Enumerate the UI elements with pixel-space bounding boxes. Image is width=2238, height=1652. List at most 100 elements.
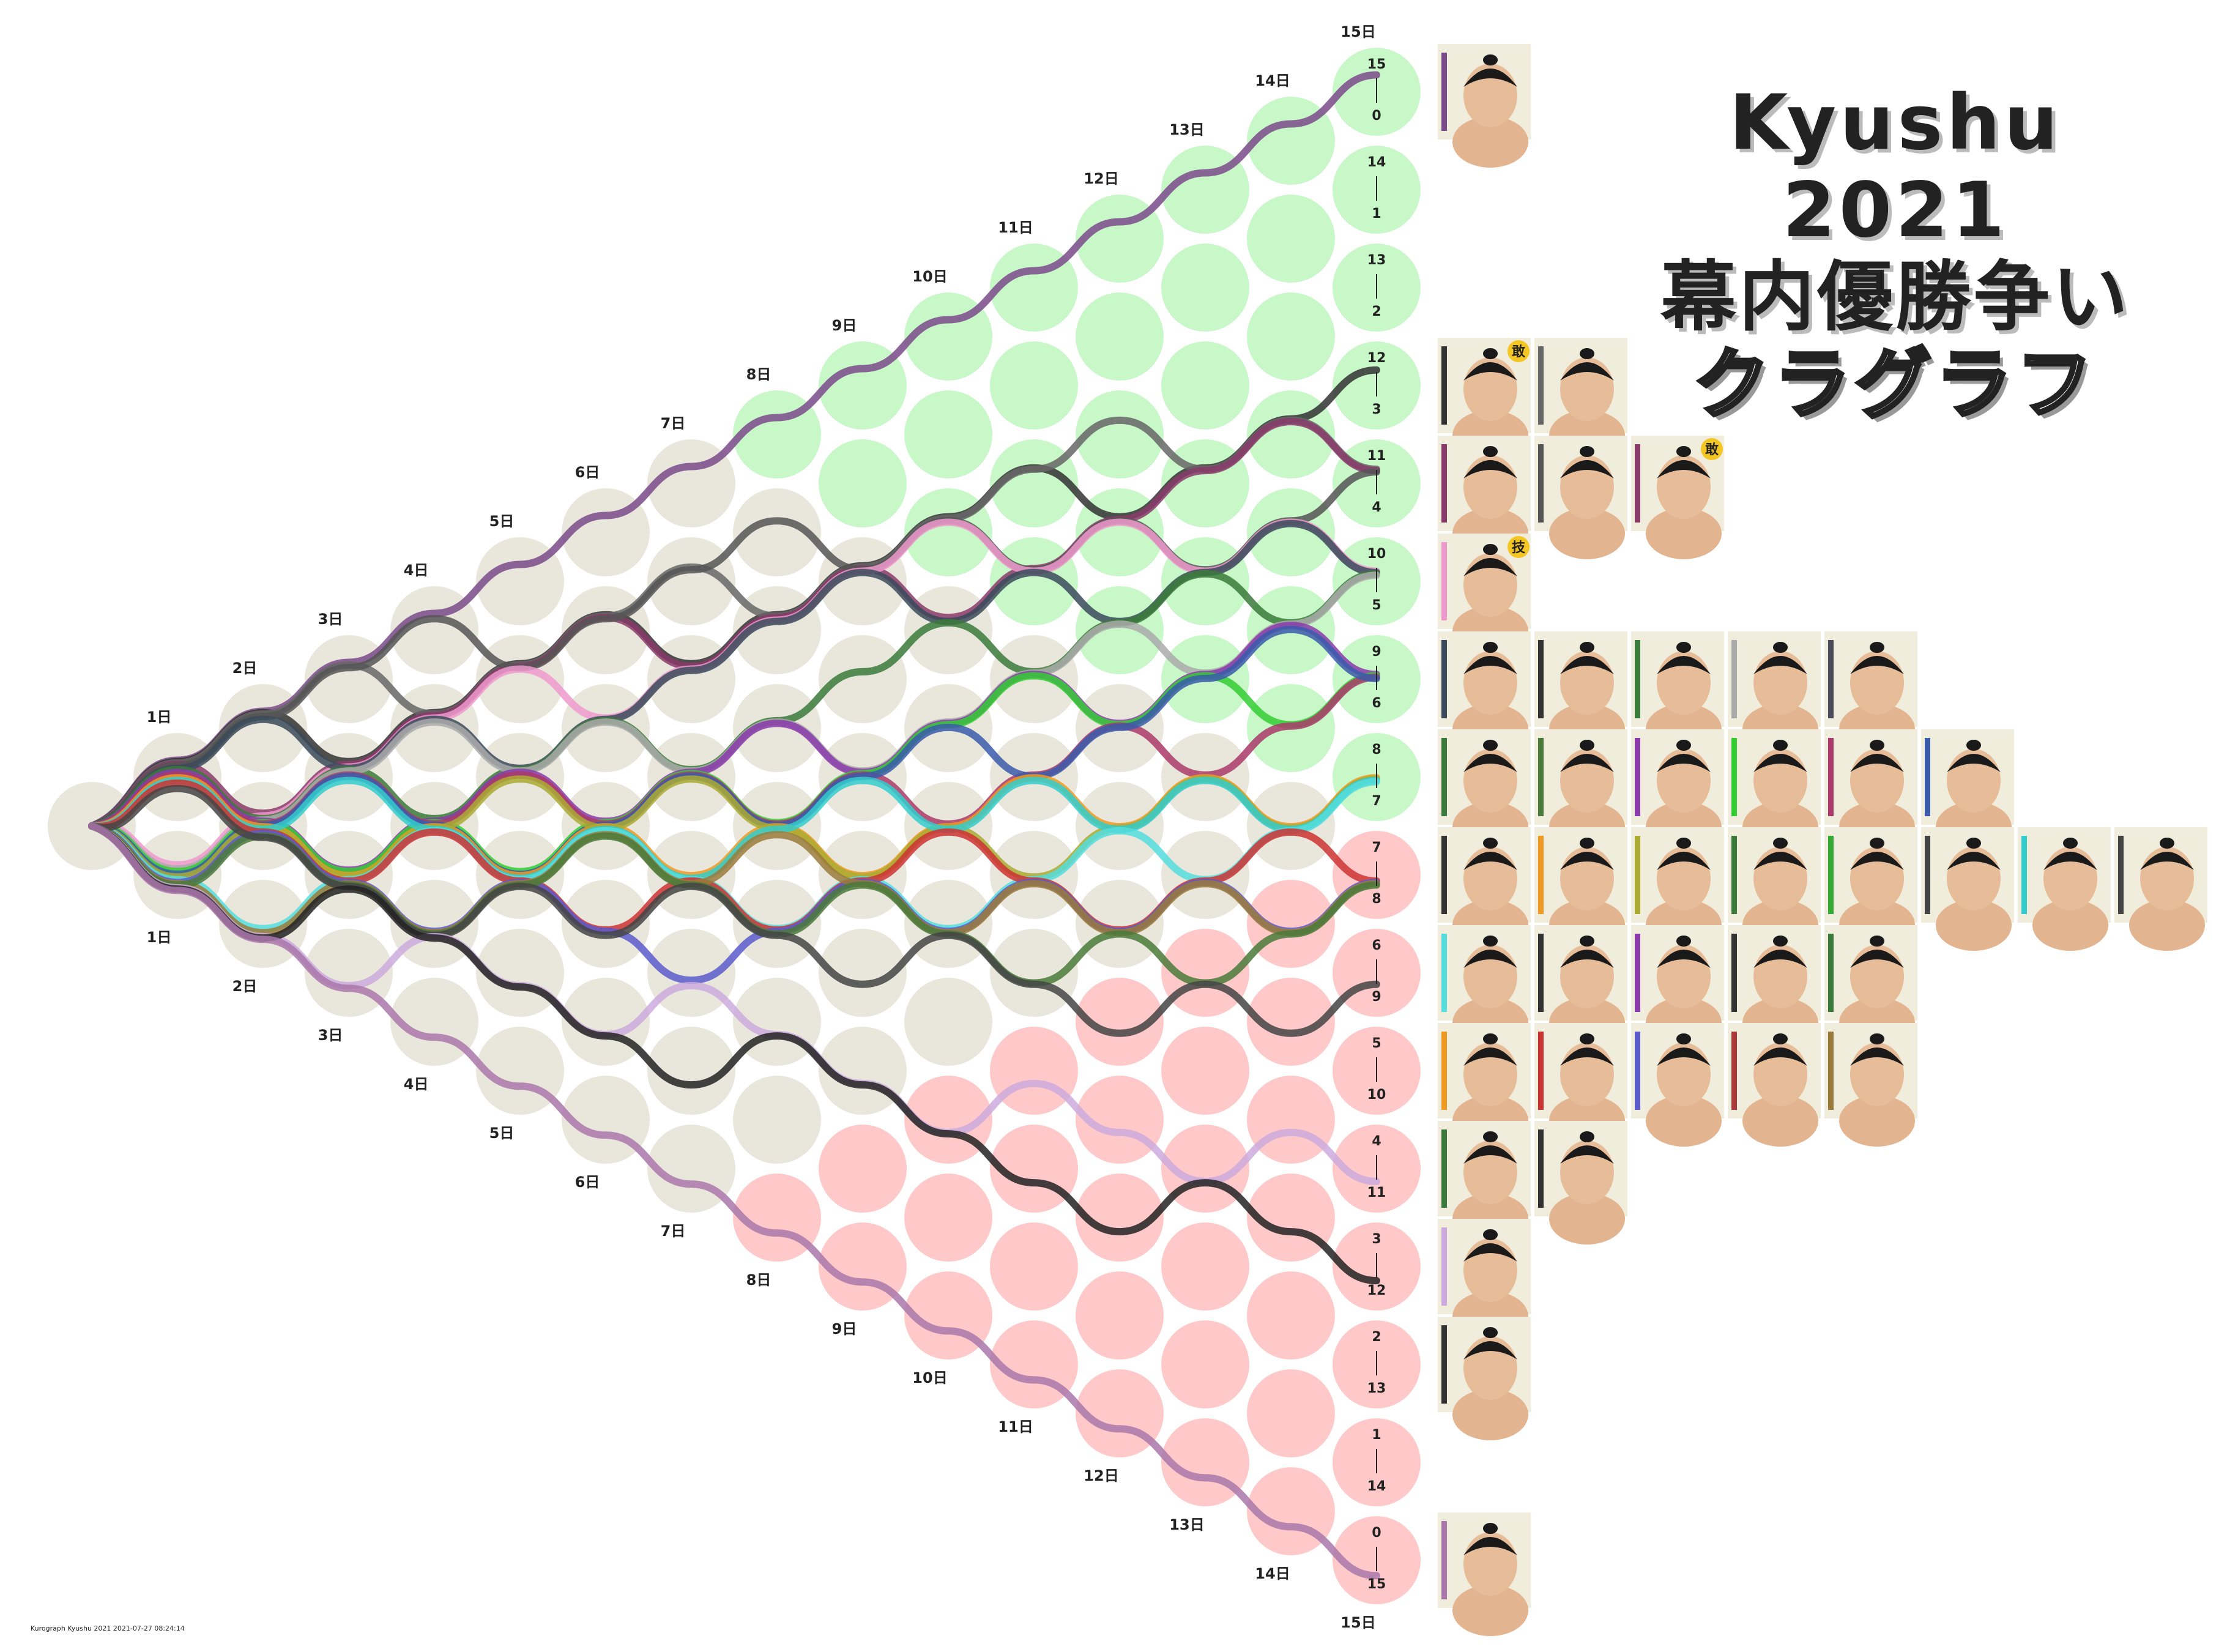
record-wins: 8: [1372, 742, 1381, 757]
rikishi-topknot: [1870, 838, 1884, 849]
rikishi-color-bar: [1441, 738, 1447, 816]
rikishi-topknot: [1483, 1523, 1498, 1534]
rikishi-hair: [1560, 1047, 1614, 1066]
rikishi-color-bar: [2118, 836, 2124, 914]
rikishi-hair: [1560, 1145, 1614, 1164]
record-losses: 12: [1367, 1283, 1386, 1298]
rikishi-color-bar: [1538, 1129, 1544, 1208]
day-label-top: 7日: [661, 415, 686, 432]
record-node: [1247, 1271, 1335, 1360]
rikishi-topknot: [1773, 936, 1788, 947]
rikishi-hair: [1850, 1047, 1904, 1066]
rikishi-color-bar: [1731, 1032, 1737, 1110]
rikishi-portrait: [1921, 729, 2014, 853]
rikishi-topknot: [1676, 838, 1691, 849]
record-node: [647, 1027, 735, 1115]
rikishi-portrait: [1534, 436, 1627, 559]
day-label-bottom: 5日: [489, 1125, 515, 1142]
record-losses: 1: [1372, 206, 1381, 221]
record-node: [1161, 929, 1249, 1017]
day-label-top: 9日: [832, 317, 857, 334]
rikishi-color-bar: [1635, 934, 1640, 1012]
rikishi-hair: [1560, 754, 1614, 772]
rikishi-color-bar: [1538, 1032, 1544, 1110]
rikishi-topknot: [1483, 1033, 1498, 1044]
record-losses: 7: [1372, 794, 1381, 809]
rikishi-portrait: 敢: [1631, 436, 1724, 559]
rikishi-hair: [1753, 852, 1807, 870]
rikishi-color-bar: [1828, 640, 1834, 718]
rikishi-hair: [1463, 460, 1517, 478]
rikishi-shoulders: [1646, 1095, 1722, 1147]
record-node: [1076, 880, 1164, 968]
record-losses: 14: [1367, 1479, 1386, 1494]
rikishi-color-bar: [1635, 836, 1640, 914]
rikishi-topknot: [1773, 642, 1788, 653]
rikishi-hair: [1463, 69, 1517, 87]
rikishi-color-bar: [1925, 836, 1930, 914]
rikishi-topknot: [1676, 642, 1691, 653]
rikishi-color-bar: [1538, 640, 1544, 718]
rikishi-hair: [1560, 950, 1614, 968]
rikishi-color-bar: [1538, 444, 1544, 523]
rikishi-color-bar: [1635, 444, 1640, 523]
rikishi-color-bar: [1828, 1032, 1834, 1110]
day-label-top: 15日: [1340, 23, 1375, 40]
rikishi-topknot: [1483, 740, 1498, 751]
rikishi-topknot: [1580, 1131, 1594, 1142]
rikishi-color-bar: [1731, 836, 1737, 914]
record-node: [1247, 292, 1335, 381]
day-label-bottom: 2日: [232, 978, 258, 995]
day-label-top: 14日: [1255, 72, 1290, 89]
day-label-bottom: 1日: [147, 929, 172, 946]
record-node: [1161, 244, 1249, 332]
final-records: 1501411321231141059687786951041131221311…: [1367, 57, 1386, 1592]
record-node: [819, 929, 907, 1017]
day-labels: 1日 1日 2日 2日 3日 3日 4日 4日 5日 5日 6日 6日 7日 7日 8日 8日 9日 9日 10日 1…: [147, 23, 1376, 1631]
rikishi-shoulders: [2129, 899, 2205, 951]
record-losses: 10: [1367, 1087, 1386, 1103]
rikishi-color-bar: [1925, 738, 1930, 816]
rikishi-hair: [1463, 754, 1517, 772]
rikishi-hair: [1560, 852, 1614, 870]
record-node: [990, 341, 1078, 430]
rikishi-portrait: [1728, 1023, 1821, 1147]
rikishi-color-bar: [1635, 640, 1640, 718]
rikishi-topknot: [1773, 838, 1788, 849]
rikishi-portrait: [1631, 827, 1724, 951]
rikishi-hair: [1753, 754, 1807, 772]
record-losses: 11: [1367, 1185, 1386, 1200]
rikishi-topknot: [1483, 446, 1498, 457]
record-node: [733, 880, 821, 968]
rikishi-color-bar: [1441, 53, 1447, 131]
record-node: [1161, 1222, 1249, 1311]
day-label-bottom: 3日: [318, 1027, 343, 1044]
record-node: [647, 537, 735, 625]
rikishi-color-bar: [1441, 346, 1447, 425]
rikishi-line: [88, 784, 1380, 1037]
record-losses: 5: [1372, 598, 1381, 613]
rikishi-shoulders: [1742, 1095, 1818, 1147]
record-node: [1161, 341, 1249, 430]
day-label-bottom: 10日: [912, 1369, 947, 1386]
record-wins: 6: [1372, 938, 1381, 953]
footer-credit: Kurograph Kyushu 2021 2021-07-27 08:24:1…: [31, 1624, 185, 1632]
rikishi-shoulders: [1549, 1193, 1625, 1245]
rikishi-hair: [1850, 852, 1904, 870]
rikishi-shoulders: [1452, 116, 1528, 168]
day-label-bottom: 15日: [1340, 1614, 1375, 1631]
rikishi-topknot: [1580, 838, 1594, 849]
rikishi-topknot: [1483, 1327, 1498, 1338]
record-wins: 2: [1372, 1330, 1381, 1345]
record-wins: 5: [1372, 1036, 1381, 1051]
record-wins: 14: [1367, 155, 1386, 170]
day-label-bottom: 13日: [1169, 1516, 1204, 1533]
rikishi-hair: [1657, 754, 1711, 772]
day-label-bottom: 11日: [998, 1418, 1033, 1435]
rikishi-shoulders: [2032, 899, 2108, 951]
day-label-top: 12日: [1084, 170, 1118, 187]
record-node: [819, 439, 907, 527]
rikishi-portrait: [1438, 1121, 1531, 1245]
record-node: [733, 1076, 821, 1164]
rikishi-color-bar: [1828, 934, 1834, 1012]
